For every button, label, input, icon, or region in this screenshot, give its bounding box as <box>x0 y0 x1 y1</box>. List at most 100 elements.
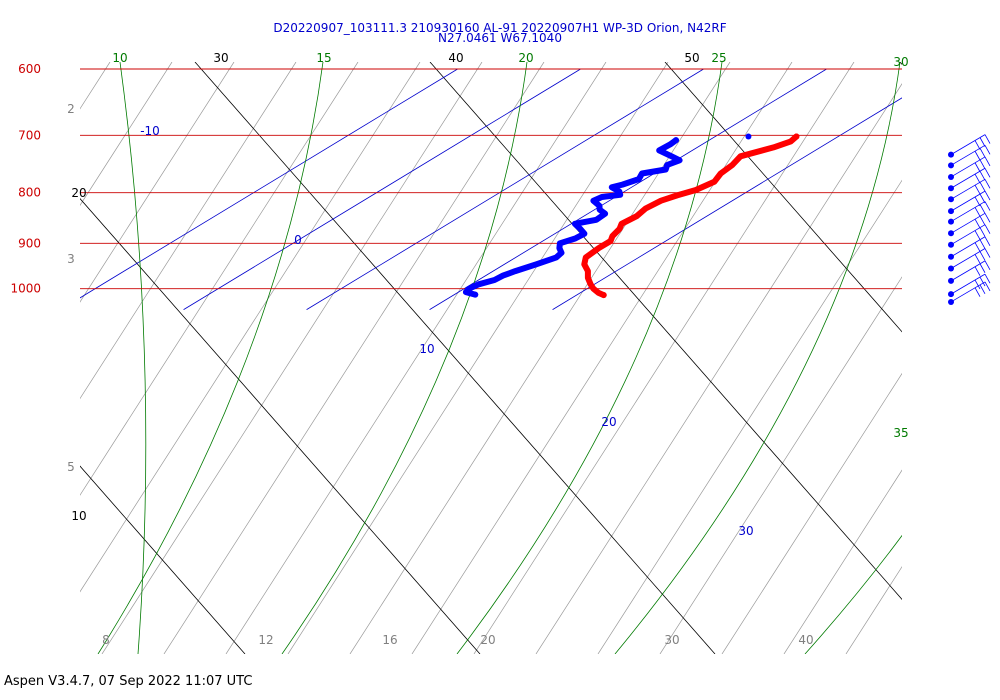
mixing-ratio-line <box>80 62 359 496</box>
moist-adiabat-label: 25 <box>711 51 726 65</box>
mixing-ratio-line <box>783 469 902 654</box>
mixing-ratio-line <box>597 179 902 654</box>
wind-barb <box>948 260 991 284</box>
dry-adiabat-label: 20 <box>71 186 86 200</box>
wind-barb-feather <box>984 179 991 189</box>
wind-barb-feather <box>984 145 991 155</box>
mixing-ratio-label: 3 <box>67 252 75 266</box>
wind-barb-staff <box>950 156 986 178</box>
wind-barb-feather <box>984 236 991 246</box>
wind-barb <box>948 156 991 180</box>
wind-barb-feather <box>984 201 991 211</box>
isotherm-label: 30 <box>738 524 753 538</box>
mixing-ratio-line <box>659 276 902 654</box>
temperature-start-point <box>793 133 800 140</box>
wind-barb-feather <box>984 281 991 292</box>
grid-lines <box>0 62 902 654</box>
dry-adiabat-label: 40 <box>448 51 463 65</box>
dry-adiabat-line <box>899 62 902 65</box>
wind-barb-staff <box>950 167 986 189</box>
sounding-data <box>462 133 800 299</box>
mixing-ratio-line <box>80 62 297 400</box>
moist-adiabat-line <box>119 62 147 654</box>
dry-adiabat-label: 10 <box>71 509 86 523</box>
bottom-tick-label: 16 <box>382 633 397 647</box>
wind-barb-staff <box>950 134 986 155</box>
wind-barb-feather <box>974 150 981 161</box>
footer-version-text: Aspen V3.4.7, 07 Sep 2022 11:07 UTC <box>4 674 253 689</box>
mixing-ratio-line <box>535 83 902 654</box>
wind-barb-feather <box>979 276 986 287</box>
wind-barb-feather <box>974 230 981 240</box>
wind-barb-feather <box>974 218 981 229</box>
mixing-ratio-line <box>411 62 793 654</box>
wind-barb-feather <box>979 227 986 237</box>
wind-barb-feather <box>979 170 986 181</box>
chart-title-line-2: N27.0461 W67.1040 <box>438 31 562 45</box>
wind-barb-feather <box>979 284 986 295</box>
wind-barbs <box>948 134 991 305</box>
wind-barb-feather <box>974 196 981 207</box>
wind-barb <box>948 190 991 215</box>
isobar-lines <box>80 68 902 290</box>
moist-adiabat-line <box>456 62 723 654</box>
moist-adiabat-line <box>614 62 901 654</box>
isotherm-line <box>552 97 902 310</box>
temperature-end-point <box>600 292 607 299</box>
wind-barb-feather <box>974 287 981 297</box>
wind-barb-feather <box>984 213 991 223</box>
wind-barb-feather <box>984 260 991 271</box>
wind-barb-feather <box>984 248 991 258</box>
wind-barb <box>948 167 991 192</box>
wind-barb-feather <box>984 134 991 144</box>
wind-barb <box>948 273 991 298</box>
moist-adiabat-label: 10 <box>112 51 127 65</box>
wind-barb-feather <box>974 207 981 217</box>
wind-barb-staff <box>950 178 986 200</box>
wind-barb-feather <box>979 204 986 214</box>
wind-barb <box>948 248 991 272</box>
moist-adiabat-line <box>281 62 528 654</box>
wind-barb-feather <box>984 224 991 234</box>
pressure-label: 700 <box>18 128 41 142</box>
mixing-ratio-line <box>80 62 173 206</box>
chart-title-line-1: D20220907_103111.3 210930160 AL-91 20220… <box>273 21 727 35</box>
wind-barb <box>948 281 991 305</box>
dry-adiabat-label: 50 <box>684 51 699 65</box>
dry-adiabat-line <box>80 198 481 654</box>
wind-barb-feather <box>984 168 991 178</box>
wind-barb <box>948 201 991 225</box>
wind-barb-feather <box>979 193 986 204</box>
dry-adiabat-label: 30 <box>213 51 228 65</box>
wind-barb-feather <box>974 173 981 184</box>
wind-barb <box>948 134 991 158</box>
dry-adiabat-line <box>0 62 10 654</box>
mixing-ratio-line <box>721 372 902 654</box>
pressure-label: 1000 <box>10 282 41 296</box>
mixing-ratio-line <box>80 62 421 593</box>
isotherm-line <box>80 68 458 299</box>
mixing-ratio-line <box>80 62 235 303</box>
wind-barb-staff <box>950 248 986 269</box>
isotherm-label: 0 <box>294 233 302 247</box>
wind-barb-staff <box>950 190 986 212</box>
wind-barb-feather <box>974 254 981 264</box>
wind-barb-feather <box>979 215 986 226</box>
wind-barb-feather <box>974 140 981 150</box>
moist-adiabat-label: 35 <box>893 426 908 440</box>
mixing-ratio-line <box>287 62 669 654</box>
wind-barb-feather <box>979 182 986 192</box>
wind-barb-feather <box>974 162 981 172</box>
mixing-ratio-line <box>349 62 731 654</box>
wind-barb-feather <box>979 263 986 273</box>
temperature-trace <box>581 133 800 299</box>
wind-barb-staff <box>950 260 986 282</box>
wind-barb-feather <box>979 251 986 261</box>
wind-barb-staff <box>950 144 986 166</box>
wind-barb <box>948 212 991 237</box>
isotherm-line <box>306 68 704 310</box>
wind-barb <box>948 224 991 248</box>
mixing-ratio-label: 2 <box>67 102 75 116</box>
wind-barb <box>948 178 991 203</box>
